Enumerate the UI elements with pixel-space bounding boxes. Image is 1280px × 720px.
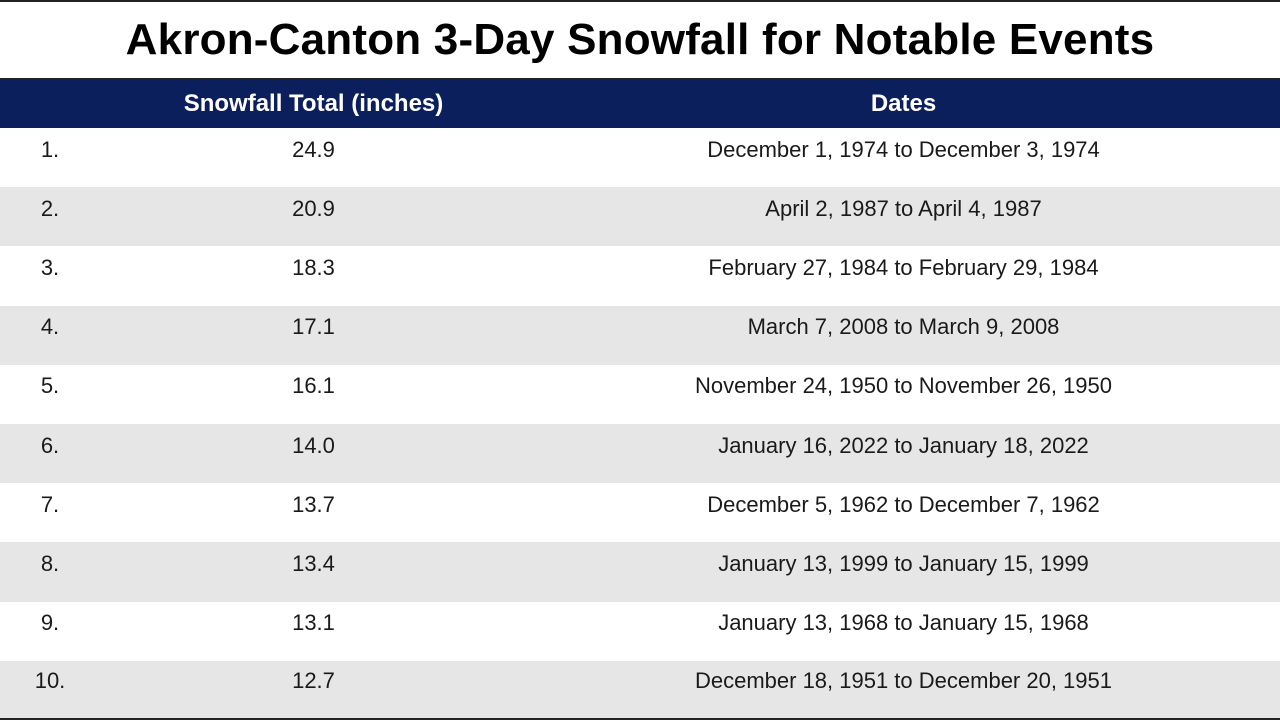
row-dates: April 2, 1987 to April 4, 1987 [765, 195, 1042, 221]
table-row: 3. 18.3 February 27, 1984 to February 29, … [0, 246, 1280, 306]
row-rank: 7. [40, 491, 60, 517]
row-rank: 9. [40, 610, 60, 636]
row-rank: 8. [40, 550, 60, 576]
table-row: 1. 24.9 December 1, 1974 to December 3, 19… [0, 128, 1280, 188]
row-dates: December 1, 1974 to December 3, 1974 [707, 136, 1100, 162]
row-snowfall-total: 24.9 [292, 136, 335, 162]
row-rank: 6. [40, 432, 60, 458]
row-dates: February 27, 1984 to February 29, 1984 [708, 254, 1099, 280]
row-snowfall-total: 12.7 [292, 668, 335, 694]
table-row: 9. 13.1 January 13, 1968 to January 15, 19… [0, 601, 1280, 661]
row-snowfall-total: 17.1 [292, 314, 335, 340]
table-row: 6. 14.0 January 16, 2022 to January 18, 20… [0, 423, 1280, 484]
table-row: 2. 20.9 April 2, 1987 to April 4, 1987 [0, 187, 1280, 247]
table-row: 4. 17.1 March 7, 2008 to March 9, 2008 [0, 305, 1280, 365]
snowfall-table: Snowfall Total (inches) Dates 1. 24.9 Dece… [0, 78, 1280, 720]
header-dates: Dates [870, 90, 937, 117]
table-header: Snowfall Total (inches) Dates [0, 80, 1280, 128]
row-rank: 1. [40, 136, 60, 162]
row-rank: 4. [40, 314, 60, 340]
table-row: 8. 13.4 January 13, 1999 to January 15, 19… [0, 542, 1280, 602]
row-dates: November 24, 1950 to November 26, 1950 [694, 373, 1113, 399]
row-rank: 3. [40, 254, 60, 280]
row-dates: December 5, 1962 to December 7, 1962 [707, 491, 1100, 517]
row-rank: 2. [40, 195, 60, 221]
table-row: 7. 13.7 December 5, 1962 to December 7, 19… [0, 483, 1280, 543]
table-row: 10. 12.7 December 18, 1951 to December 20,… [0, 660, 1280, 720]
row-dates: January 16, 2022 to January 18, 2022 [718, 432, 1089, 458]
row-rank: 10. [34, 668, 66, 694]
row-snowfall-total: 16.1 [292, 373, 335, 399]
table-body: 1. 24.9 December 1, 1974 to December 3, 19… [0, 128, 1280, 720]
row-snowfall-total: 18.3 [292, 254, 335, 280]
row-dates: January 13, 1999 to January 15, 1999 [718, 550, 1089, 576]
page-title: Akron-Canton 3-Day Snowfall for Notable … [125, 15, 1155, 64]
header-snowfall-total: Snowfall Total (inches) [183, 90, 444, 117]
row-dates: December 18, 1951 to December 20, 1951 [694, 668, 1113, 694]
table-row: 5. 16.1 November 24, 1950 to November 26, … [0, 364, 1280, 424]
row-snowfall-total: 20.9 [292, 195, 335, 221]
row-snowfall-total: 13.7 [292, 491, 335, 517]
row-rank: 5. [40, 373, 60, 399]
row-snowfall-total: 13.4 [292, 550, 335, 576]
row-dates: January 13, 1968 to January 15, 1968 [718, 610, 1089, 636]
row-snowfall-total: 14.0 [292, 432, 335, 458]
row-snowfall-total: 13.1 [292, 610, 335, 636]
title-bar: Akron-Canton 3-Day Snowfall for Notable … [0, 0, 1280, 78]
row-dates: March 7, 2008 to March 9, 2008 [747, 314, 1060, 340]
